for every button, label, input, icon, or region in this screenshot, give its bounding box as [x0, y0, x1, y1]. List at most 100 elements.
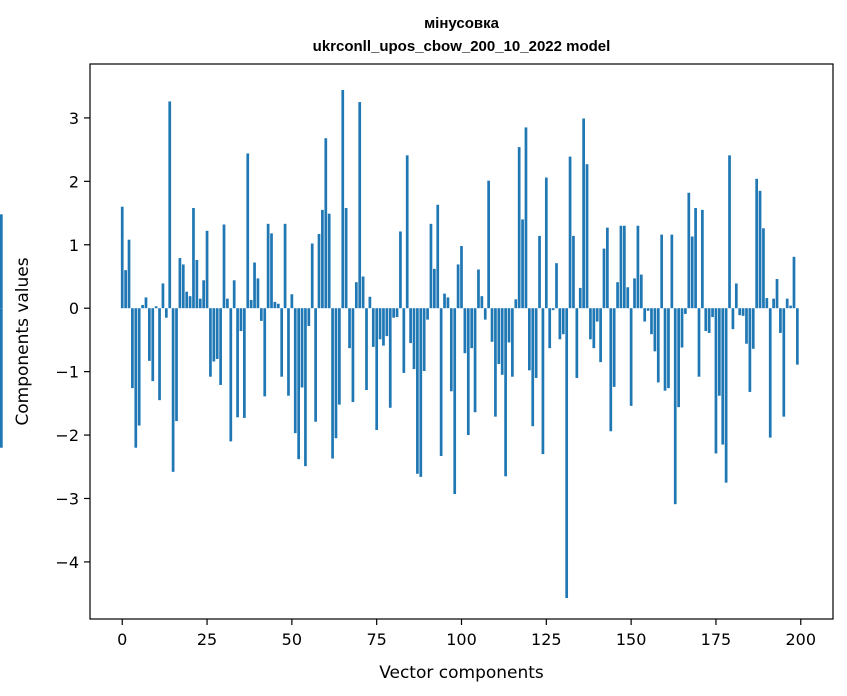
bar: [314, 308, 317, 422]
bar: [181, 264, 185, 309]
bar: [171, 308, 175, 472]
bar: [582, 118, 585, 309]
bar: [578, 287, 582, 309]
bar: [463, 308, 467, 354]
bar: [293, 308, 297, 434]
bar: [276, 303, 280, 309]
bar: [748, 308, 752, 392]
bar: [755, 178, 759, 309]
bar: [609, 308, 613, 432]
bar: [680, 308, 684, 348]
bar: [619, 225, 623, 309]
bar: [382, 308, 385, 346]
bar: [433, 268, 436, 309]
bar: [300, 308, 304, 388]
bar: [677, 308, 680, 408]
bar: [439, 308, 443, 456]
bar: [765, 298, 769, 309]
y-tick-label: 1: [69, 236, 79, 255]
bar: [511, 308, 514, 377]
bar: [399, 231, 402, 309]
bar: [338, 308, 341, 405]
bar: [158, 308, 161, 401]
bar: [717, 308, 721, 396]
bar: [0, 214, 3, 309]
bar: [789, 305, 792, 309]
bar: [487, 180, 490, 309]
bar: [253, 262, 256, 309]
bar: [521, 219, 524, 309]
x-tick-label: 75: [367, 630, 387, 649]
bar: [758, 190, 762, 309]
bar: [494, 308, 497, 417]
bar: [629, 308, 633, 406]
y-axis-label: Components values: [13, 257, 33, 425]
bar: [497, 308, 501, 365]
bar: [375, 308, 379, 430]
bar: [796, 308, 799, 365]
bar: [127, 239, 131, 309]
bar: [131, 308, 134, 389]
bar: [443, 293, 446, 309]
y-tick-label: −3: [55, 489, 79, 508]
bar: [558, 308, 562, 340]
bar: [287, 308, 290, 396]
bar: [504, 308, 507, 477]
bar: [419, 308, 423, 477]
bar: [202, 280, 206, 309]
bar: [361, 276, 365, 309]
bar: [198, 298, 202, 309]
bar: [449, 308, 453, 392]
x-tick-label: 125: [531, 630, 562, 649]
bar: [711, 308, 714, 318]
bar: [120, 206, 124, 309]
bar: [738, 308, 742, 316]
bar: [402, 308, 406, 373]
bar: [304, 308, 307, 467]
bar: [137, 308, 141, 426]
bar: [687, 192, 691, 309]
bar: [633, 278, 636, 309]
bar: [670, 234, 674, 309]
bar: [460, 246, 463, 309]
x-tick-label: 150: [616, 630, 647, 649]
bar: [259, 308, 263, 321]
bar: [477, 269, 480, 309]
bar: [219, 308, 222, 385]
bar: [555, 263, 558, 309]
bar: [728, 155, 731, 309]
bar: [446, 297, 450, 309]
bar: [602, 248, 606, 309]
bar: [707, 308, 711, 333]
bar: [544, 177, 548, 309]
bar: [429, 223, 433, 309]
bar: [175, 308, 178, 422]
bar: [772, 298, 775, 309]
bar: [192, 207, 195, 309]
bar: [205, 230, 209, 309]
bar: [266, 223, 270, 309]
x-axis-label: Vector components: [379, 663, 544, 683]
bar: [154, 306, 158, 309]
bar: [134, 308, 138, 448]
bar: [616, 282, 619, 309]
bar: [371, 308, 375, 347]
bar: [148, 308, 151, 361]
bar: [534, 308, 538, 378]
bar: [528, 308, 531, 371]
bar: [141, 305, 144, 309]
bar: [334, 308, 338, 439]
bar: [249, 299, 253, 309]
bar: [663, 308, 667, 391]
bar: [212, 308, 216, 362]
bars-group: [0, 90, 799, 599]
bar: [690, 236, 694, 309]
bar: [741, 308, 745, 316]
bar: [321, 209, 324, 309]
bar: [124, 270, 127, 309]
bar: [599, 308, 602, 363]
y-tick-label: −1: [55, 363, 79, 382]
bar: [351, 308, 355, 403]
bar: [646, 308, 650, 311]
